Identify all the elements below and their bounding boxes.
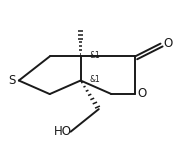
- Text: &1: &1: [90, 75, 100, 84]
- Text: HO: HO: [53, 125, 71, 138]
- Text: &1: &1: [90, 51, 100, 60]
- Text: S: S: [8, 74, 15, 87]
- Text: O: O: [138, 87, 147, 100]
- Text: O: O: [163, 37, 172, 50]
